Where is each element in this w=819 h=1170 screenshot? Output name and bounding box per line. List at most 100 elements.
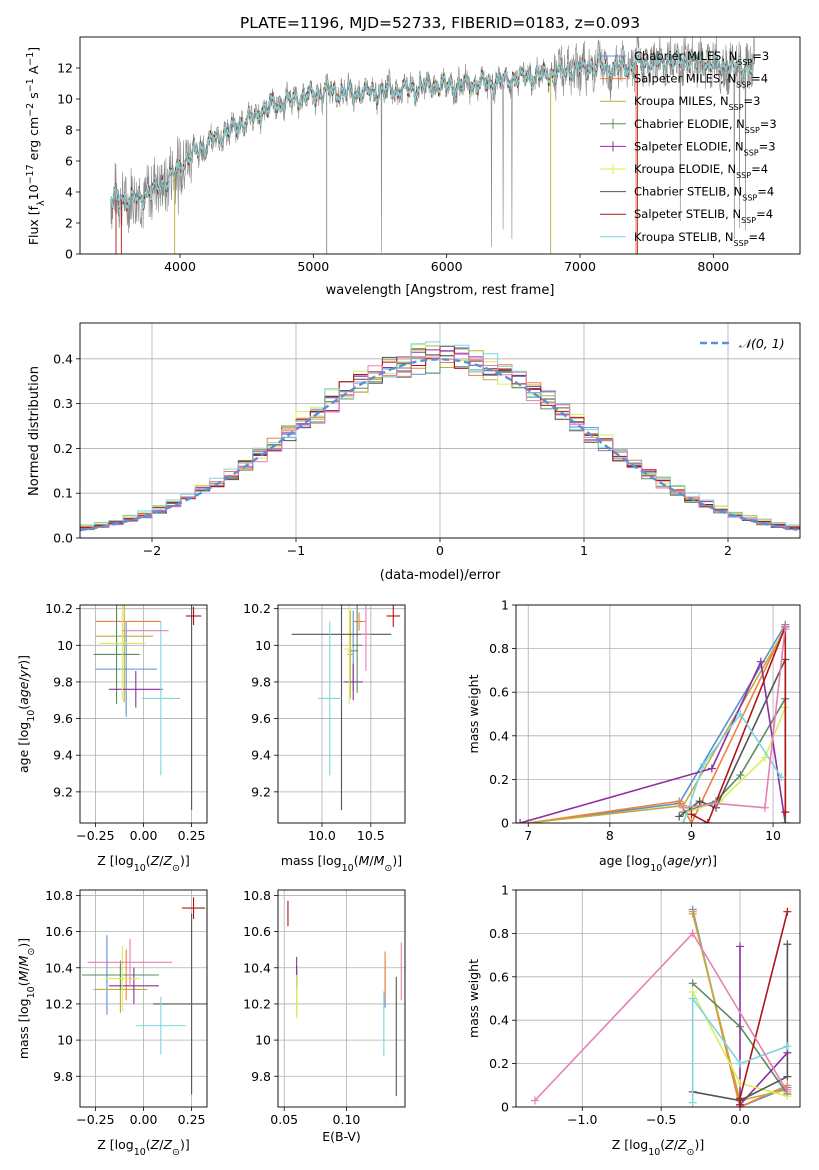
legend-model: Chabrier ELODIE, N	[634, 117, 745, 131]
label-part: 10	[26, 184, 41, 200]
legend-model: Kroupa STELIB, N	[634, 230, 734, 244]
label-part: mass [log	[281, 853, 342, 868]
x-tick-label: 10.0	[308, 828, 336, 843]
label-part: −2	[25, 103, 36, 117]
mass-weight-marker	[736, 1094, 745, 1103]
legend-label: Chabrier MILES, NSSP=3	[634, 49, 769, 67]
mass-weight-marker	[688, 929, 697, 938]
x-axis-label: Z [log10(Z/Z⊙)]	[97, 1137, 190, 1158]
y-tick-label: 8	[65, 123, 73, 138]
residuals-axes: −2 −1 0 1 2 0.0 0.1 0.2 0.3 0.4 (data-model)/error…	[27, 322, 801, 583]
x-tick-label: 7000	[564, 259, 596, 274]
x-tick-label: 0.00	[130, 1112, 158, 1127]
y-tick-label: 10.4	[45, 960, 73, 975]
label-part: λ	[36, 200, 47, 206]
y-tick-label: 0.1	[53, 486, 73, 501]
label-part: Z [log	[612, 1137, 648, 1152]
label-part: )]	[707, 853, 717, 868]
y-tick-label: 9.8	[53, 674, 73, 689]
y-axis-label: Flux [fλ10−17 erg cm−2 s−1 A−1]	[25, 47, 47, 245]
x-axis-label: Z [log10(Z/Z⊙)]	[612, 1137, 705, 1158]
legend-model: Kroupa MILES, N	[634, 94, 729, 108]
label-part: 10	[342, 863, 354, 874]
y-tick-label: 0.2	[489, 772, 509, 787]
x-tick-label: 10	[765, 828, 781, 843]
y-tick-label: 9.6	[251, 711, 271, 726]
y-axis-label: mass weight	[466, 959, 481, 1038]
label-part: 10	[26, 710, 37, 722]
age_vs_Z-plot-area	[93, 605, 202, 811]
label-part: M	[16, 955, 31, 966]
label-part: (	[146, 853, 151, 868]
legend-eq: =3	[744, 94, 761, 108]
x-tick-label: 6000	[431, 259, 463, 274]
y-tick-label: 10.2	[45, 996, 73, 1011]
y-tick-label: 9.2	[251, 784, 271, 799]
residuals-legend: 𝒩(0, 1)	[700, 336, 785, 351]
mass-weight-marker	[736, 942, 745, 951]
legend-label: Kroupa MILES, NSSP=3	[634, 94, 760, 112]
mass-weight-marker	[760, 803, 769, 812]
y-tick-label: 0.8	[489, 926, 509, 941]
mass-weight-marker	[679, 819, 688, 823]
spectrum-plot-area	[110, 37, 755, 254]
y-tick-label: 0.4	[489, 728, 509, 743]
x-tick-label: 0.00	[130, 828, 158, 843]
label-part: ⊙	[26, 948, 37, 956]
legend-sub: SSP	[741, 216, 756, 225]
legend-eq: =3	[759, 139, 776, 153]
mass-weight-line-kroupa_stelib	[691, 996, 788, 1103]
label-part: (	[354, 853, 359, 868]
y-tick-label: 4	[65, 185, 73, 200]
label-part: )]	[16, 938, 31, 948]
y-tick-label: 10.8	[243, 888, 271, 903]
label-part: −1	[25, 52, 36, 66]
y-axis-label: mass weight	[466, 674, 481, 753]
mw_vs_Z-frame	[515, 889, 801, 1108]
y-tick-label: 9.6	[53, 711, 73, 726]
legend-sub: SSP	[744, 148, 759, 157]
x-tick-label: 2	[724, 543, 732, 558]
mass_vs_Z-axes: −0.25 0.00 0.25 9.8 10 10.2 10.4 10.6 10.8 Z [log…	[16, 888, 208, 1158]
y-tick-label: 0.2	[489, 1056, 509, 1071]
y-axis-label: Normed distribution	[27, 366, 42, 496]
label-part: /	[159, 1137, 164, 1152]
residual-histogram-pink	[80, 353, 800, 532]
label-part: )]	[695, 1137, 705, 1152]
legend-label: Kroupa ELODIE, NSSP=4	[634, 162, 768, 180]
x-tick-label: −1	[287, 543, 305, 558]
legend-eq: =4	[757, 185, 774, 199]
mw_vs_Z-plot-area	[530, 905, 792, 1107]
mass-weight-marker	[679, 803, 688, 812]
x-tick-label: 0.25	[178, 828, 206, 843]
y-tick-label: 0.8	[489, 641, 509, 656]
y-tick-label: 10	[57, 638, 73, 653]
x-tick-label: 10.5	[357, 828, 385, 843]
mass_vs_ebv-frame	[277, 889, 406, 1108]
legend-model: Chabrier MILES, N	[634, 49, 737, 63]
y-tick-label: 2	[65, 216, 73, 231]
x-tick-label: −2	[143, 543, 161, 558]
label-part: 10	[26, 986, 37, 998]
x-axis-label: Z [log10(Z/Z⊙)]	[97, 853, 190, 874]
y-axis-label: age [log10(age/yr)]	[16, 655, 37, 773]
legend-label: Salpeter STELIB, NSSP=4	[634, 207, 773, 225]
mass-weight-line-salpeter_stelib	[739, 911, 789, 1105]
x-tick-label: 7	[524, 828, 532, 843]
label-part: 10	[648, 1147, 660, 1158]
mass-weight-line-kroupa_stelib	[682, 712, 782, 823]
y-tick-label: 9.4	[53, 748, 73, 763]
y-tick-label: 0	[501, 1100, 509, 1115]
legend-sub: SSP	[736, 80, 751, 89]
y-tick-label: 0.2	[53, 441, 73, 456]
label-part: )]	[392, 853, 402, 868]
label-part: A	[26, 65, 41, 78]
mass-weight-marker	[783, 1087, 792, 1096]
legend-sub: SSP	[745, 125, 760, 134]
label-part: M	[16, 970, 31, 981]
legend-sub: SSP	[742, 193, 757, 202]
label-part: (	[662, 853, 667, 868]
age_vs_mass-plot-area	[291, 605, 401, 811]
label-part: yr	[16, 664, 31, 678]
mass-weight-marker	[783, 1072, 792, 1081]
